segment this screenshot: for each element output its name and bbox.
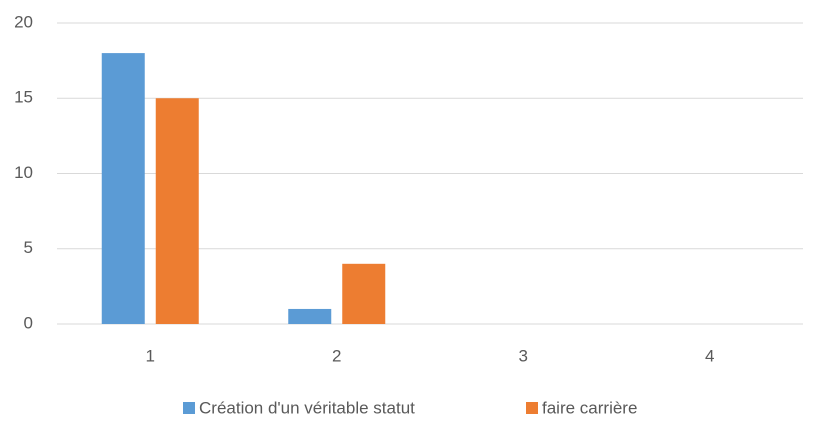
legend-swatch	[526, 402, 538, 414]
legend-swatch	[183, 402, 195, 414]
y-tick-label: 5	[24, 238, 33, 257]
y-tick-label: 10	[14, 163, 33, 182]
bar	[342, 263, 386, 324]
y-tick-label: 15	[14, 88, 33, 107]
bar	[101, 53, 145, 324]
legend-label: Création d'un véritable statut	[199, 398, 415, 417]
bar	[288, 308, 332, 324]
x-tick-label: 4	[705, 346, 714, 365]
y-tick-label: 20	[14, 12, 33, 31]
x-tick-label: 1	[146, 346, 155, 365]
y-tick-label: 0	[24, 313, 33, 332]
x-tick-label: 2	[332, 346, 341, 365]
legend-label: faire carrière	[542, 398, 637, 417]
bar	[155, 98, 199, 324]
x-tick-label: 3	[519, 346, 528, 365]
